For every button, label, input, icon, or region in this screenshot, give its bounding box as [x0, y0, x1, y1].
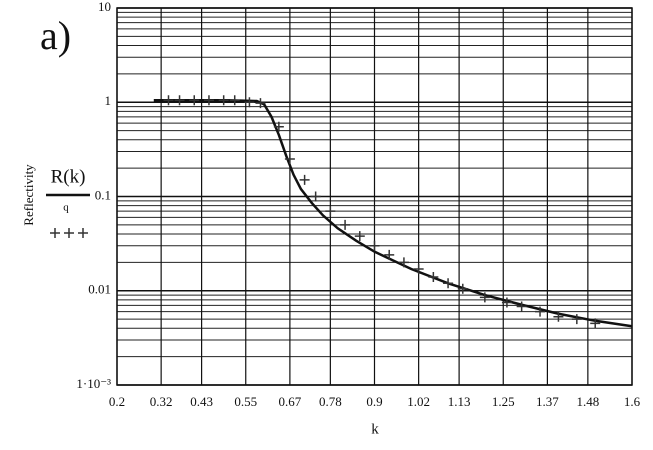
data-point	[553, 311, 564, 322]
y-tick-label: 1	[105, 93, 112, 108]
data-point	[398, 257, 409, 268]
data-point	[354, 231, 365, 242]
data-point	[229, 95, 240, 106]
data-point	[590, 318, 601, 329]
x-tick-label: 0.43	[190, 394, 213, 409]
x-tick-label: 1.13	[448, 394, 471, 409]
data-point	[340, 219, 351, 230]
plot-frame	[116, 7, 633, 386]
x-tick-label: 0.78	[319, 394, 342, 409]
x-tick-label: 1.6	[624, 394, 641, 409]
x-tick-label: 1.25	[492, 394, 515, 409]
data-point	[174, 95, 185, 106]
data-point	[244, 97, 255, 108]
x-tick-label: 1.48	[576, 394, 599, 409]
data-point	[203, 95, 214, 106]
data-point	[384, 249, 395, 260]
data-point	[535, 306, 546, 317]
y-tick-label: 1·10⁻³	[76, 376, 111, 391]
legend-label: R(k)	[51, 166, 86, 187]
data-point	[413, 264, 424, 275]
panel-label: a)	[40, 13, 71, 58]
x-tick-label: 1.02	[407, 394, 430, 409]
data-point	[571, 314, 582, 325]
data-point	[501, 297, 512, 308]
data-point	[284, 153, 295, 164]
data-point	[443, 278, 454, 289]
x-tick-label: 0.55	[234, 394, 257, 409]
legend-label: q	[63, 202, 69, 214]
x-tick-label: 0.32	[150, 394, 173, 409]
data-point	[310, 191, 321, 202]
data-point	[457, 283, 468, 294]
data-point	[369, 240, 380, 251]
data-point	[516, 301, 527, 312]
data-point	[325, 206, 336, 217]
data-point	[299, 174, 310, 185]
y-tick-label: 0.1	[95, 187, 111, 202]
data-point	[163, 95, 174, 106]
data-point	[218, 95, 229, 106]
data-point	[428, 271, 439, 282]
y-tick-label: 0.01	[88, 282, 111, 297]
x-tick-label: 0.9	[366, 394, 382, 409]
data-point	[255, 98, 266, 109]
data-point	[273, 121, 284, 132]
x-tick-label: 1.37	[536, 394, 559, 409]
x-tick-label: 0.67	[279, 394, 302, 409]
legend-marker	[50, 228, 88, 238]
y-axis-title: Reflectivity	[21, 164, 36, 226]
x-axis-title: k	[371, 421, 379, 437]
data-point	[479, 292, 490, 303]
x-tick-label: 0.2	[109, 394, 125, 409]
data-point	[189, 95, 200, 106]
y-tick-label: 10	[98, 0, 111, 14]
